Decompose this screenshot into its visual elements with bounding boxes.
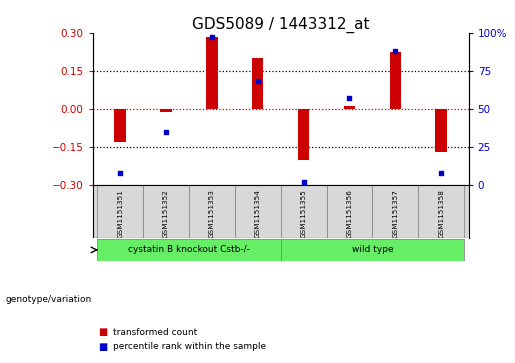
Title: GDS5089 / 1443312_at: GDS5089 / 1443312_at	[192, 16, 369, 33]
FancyBboxPatch shape	[143, 185, 189, 238]
Bar	[389, 52, 401, 109]
FancyBboxPatch shape	[327, 185, 372, 238]
Text: GSM1151358: GSM1151358	[438, 189, 444, 238]
Bar	[160, 109, 172, 112]
Bar	[344, 106, 355, 109]
Bar	[298, 109, 310, 160]
Point	[208, 34, 216, 40]
Bar	[435, 109, 447, 152]
Bar	[281, 239, 464, 261]
Bar	[206, 37, 218, 109]
Point	[346, 95, 354, 101]
Text: percentile rank within the sample: percentile rank within the sample	[113, 342, 266, 351]
FancyBboxPatch shape	[418, 185, 464, 238]
FancyBboxPatch shape	[189, 185, 235, 238]
Text: ■: ■	[98, 327, 107, 337]
Text: GSM1151355: GSM1151355	[301, 189, 306, 238]
FancyBboxPatch shape	[235, 185, 281, 238]
Text: wild type: wild type	[352, 245, 393, 254]
Bar	[114, 109, 126, 142]
Text: GSM1151352: GSM1151352	[163, 189, 169, 238]
FancyBboxPatch shape	[372, 185, 418, 238]
Bar	[252, 58, 264, 109]
Text: transformed count: transformed count	[113, 328, 198, 337]
Text: GSM1151357: GSM1151357	[392, 189, 398, 238]
Text: GSM1151354: GSM1151354	[255, 189, 261, 238]
FancyBboxPatch shape	[97, 185, 143, 238]
Text: GSM1151353: GSM1151353	[209, 189, 215, 238]
Point	[437, 170, 445, 176]
Text: cystatin B knockout Cstb-/-: cystatin B knockout Cstb-/-	[128, 245, 250, 254]
Point	[391, 48, 400, 54]
Text: GSM1151356: GSM1151356	[347, 189, 352, 238]
Text: ■: ■	[98, 342, 107, 352]
Text: genotype/variation: genotype/variation	[5, 295, 91, 304]
FancyBboxPatch shape	[281, 185, 327, 238]
Point	[162, 129, 170, 135]
Bar	[97, 239, 281, 261]
Point	[253, 78, 262, 84]
Point	[300, 179, 308, 185]
Point	[116, 170, 124, 176]
Text: GSM1151351: GSM1151351	[117, 189, 123, 238]
